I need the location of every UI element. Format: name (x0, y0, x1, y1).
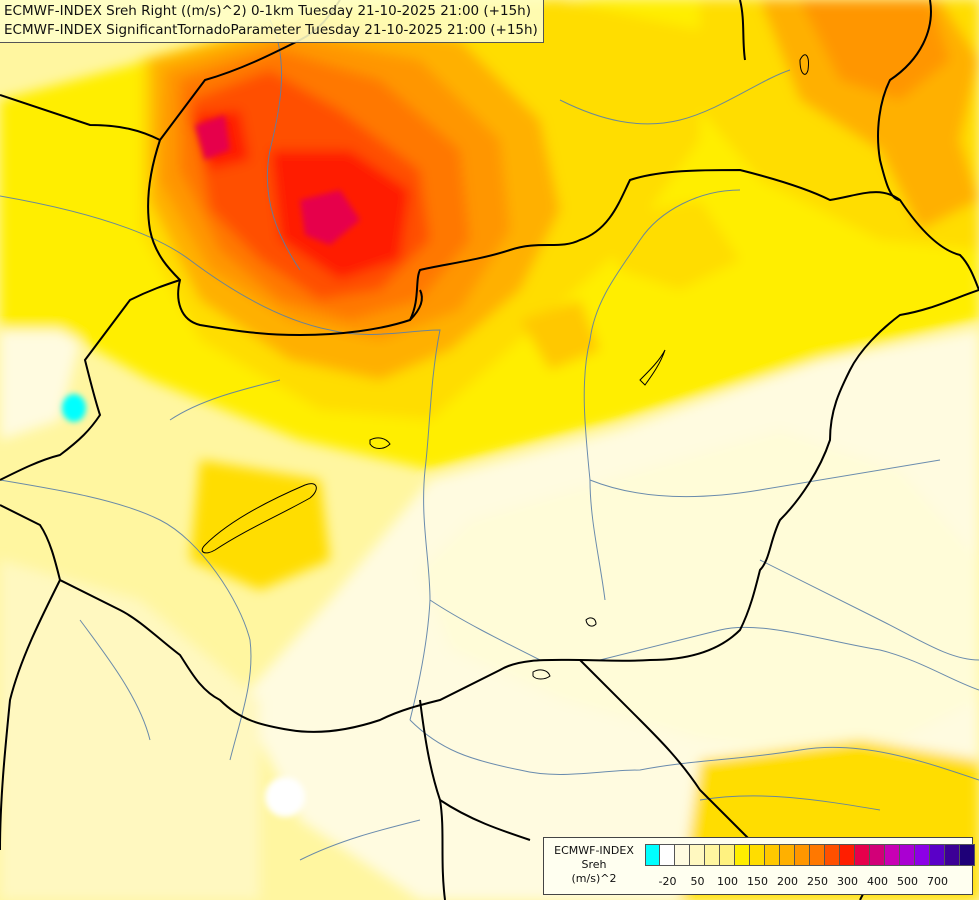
legend-swatch (735, 844, 750, 866)
legend-swatch (705, 844, 720, 866)
sreh-peaks (62, 115, 360, 817)
rivers (0, 19, 979, 861)
legend-swatch (870, 844, 885, 866)
legend-swatch (840, 844, 855, 866)
legend-swatch (930, 844, 945, 866)
legend-swatch (945, 844, 960, 866)
legend-tick-label: 700 (927, 875, 948, 888)
map-title-line-1: ECMWF-INDEX Sreh Right ((m/s)^2) 0-1km T… (4, 3, 531, 19)
legend-swatch (960, 844, 975, 866)
legend-tick-label: 500 (897, 875, 918, 888)
legend-swatch (765, 844, 780, 866)
legend-tick-label: 50 (690, 875, 705, 888)
legend-ticks: -20 50 100 150 200 250 300 400 500 700 (645, 875, 967, 889)
minor-outlines (369, 54, 809, 680)
lake-outline (201, 483, 317, 554)
legend-tick-label: 100 (717, 875, 738, 888)
legend-swatch (810, 844, 825, 866)
legend-swatch (855, 844, 870, 866)
legend-unit: (m/s)^2 (571, 872, 617, 885)
legend-tick-label: 300 (837, 875, 858, 888)
legend-swatch (720, 844, 735, 866)
legend-swatch (780, 844, 795, 866)
legend-model: ECMWF-INDEX (554, 844, 634, 857)
map-title-box: ECMWF-INDEX Sreh Right ((m/s)^2) 0-1km T… (0, 0, 544, 43)
legend-swatch (660, 844, 675, 866)
map-title-line-2: ECMWF-INDEX SignificantTornadoParameter … (4, 22, 538, 38)
legend-swatch (690, 844, 705, 866)
legend-swatch (795, 844, 810, 866)
legend-labels: ECMWF-INDEX Sreh (m/s)^2 (548, 844, 640, 886)
legend-tick-label: 400 (867, 875, 888, 888)
legend-tick-label: 250 (807, 875, 828, 888)
legend-swatch (825, 844, 840, 866)
legend-tick-label: 150 (747, 875, 768, 888)
legend-color-bar (645, 844, 975, 866)
legend-swatch (900, 844, 915, 866)
legend-swatch (915, 844, 930, 866)
legend-tick-label: -20 (658, 875, 677, 888)
legend-tick-label: 200 (777, 875, 798, 888)
legend-swatch (885, 844, 900, 866)
legend-variable: Sreh (581, 858, 607, 871)
color-legend: ECMWF-INDEX Sreh (m/s)^2 -20 50 100 150 200 2… (543, 837, 975, 895)
legend-swatch (675, 844, 690, 866)
legend-swatch (750, 844, 765, 866)
legend-swatch (645, 844, 660, 866)
